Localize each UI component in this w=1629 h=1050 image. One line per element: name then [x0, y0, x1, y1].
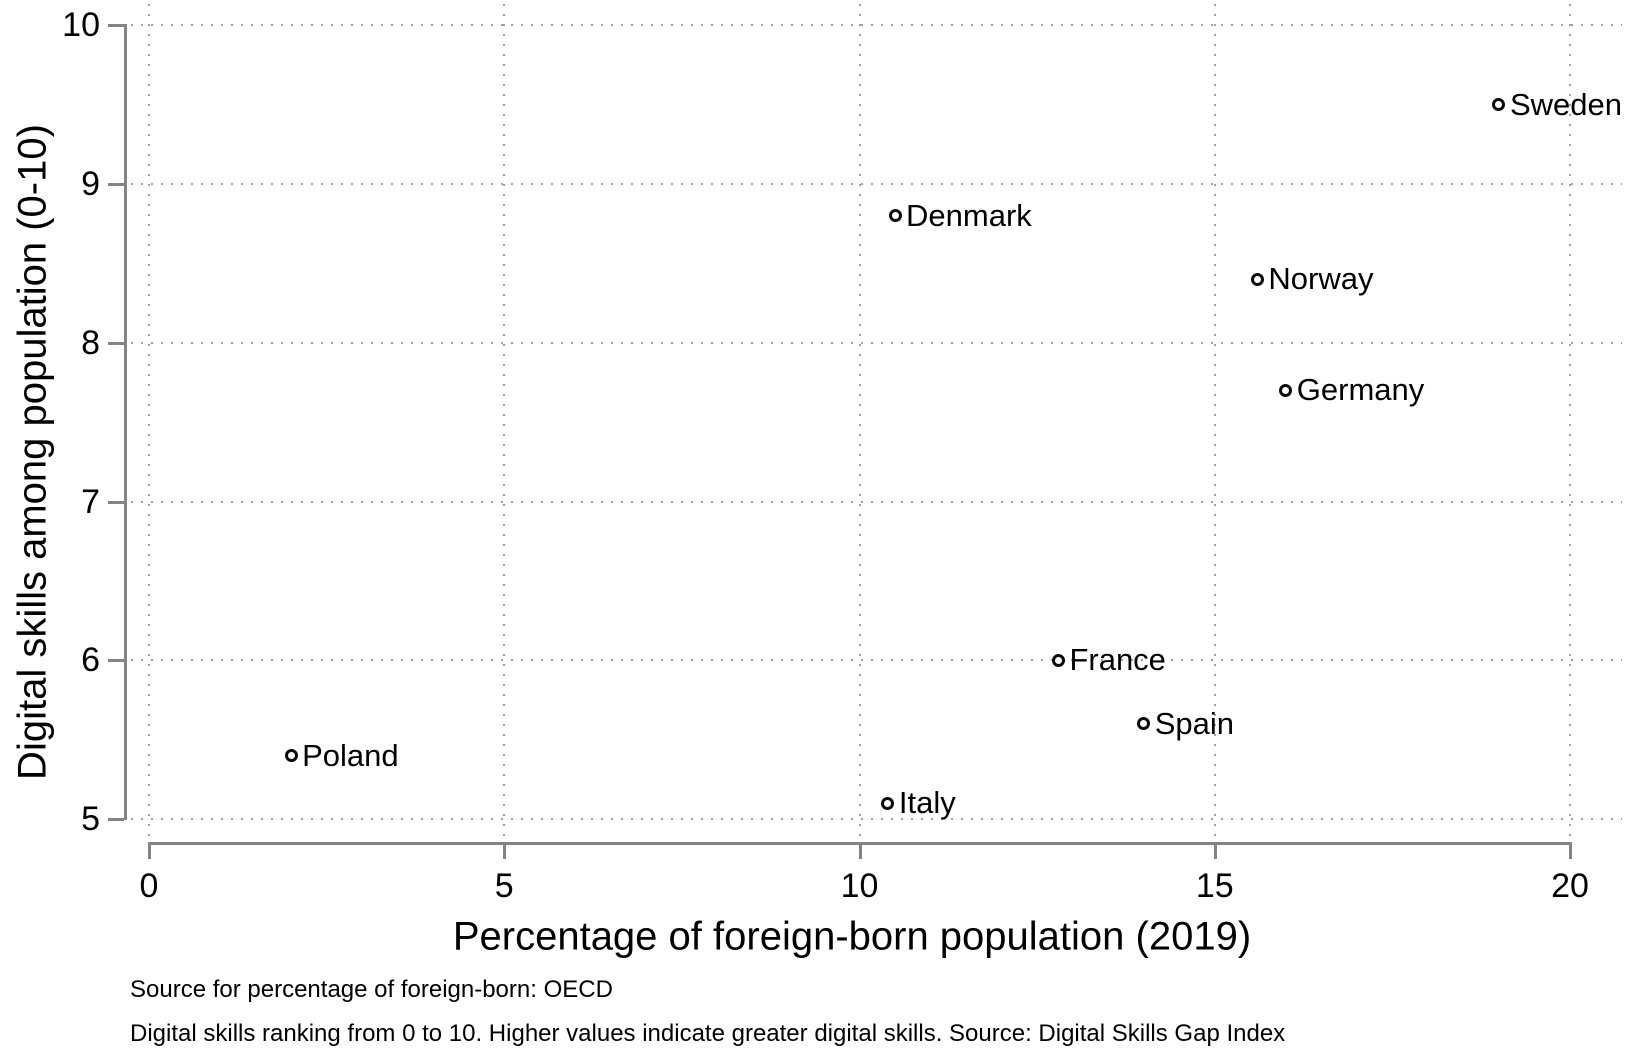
- y-tick-label-8: 8: [81, 323, 100, 362]
- data-point-label-germany: Germany: [1296, 372, 1425, 408]
- x-tick-label-5: 5: [494, 867, 514, 905]
- y-tick-label-9: 9: [81, 165, 100, 203]
- data-point-label-poland: Poland: [302, 737, 399, 773]
- gridline-x-0: [148, 4, 150, 836]
- data-point-marker-norway: [1250, 272, 1264, 286]
- y-tick-label-7: 7: [81, 482, 100, 521]
- data-point-marker-france: [1051, 653, 1065, 667]
- data-point-marker-sweden: [1492, 98, 1506, 112]
- y-tick-6: [108, 659, 124, 663]
- y-tick-label-5: 5: [81, 800, 100, 838]
- source-note-digital-skills: Digital skills ranking from 0 to 10. Hig…: [130, 1020, 1286, 1047]
- data-point-label-denmark: Denmark: [906, 197, 1032, 233]
- data-point-label-sweden: Sweden: [1509, 86, 1622, 122]
- data-point-marker-denmark: [888, 209, 902, 223]
- y-axis-title: Digital skills among population (0-10): [10, 124, 55, 780]
- x-tick-10: [858, 842, 862, 859]
- y-tick-label-6: 6: [81, 641, 100, 680]
- source-note-foreign-born: Source for percentage of foreign-born: O…: [130, 976, 613, 1003]
- gridline-y-9: [131, 183, 1622, 185]
- y-tick-7: [108, 500, 124, 504]
- gridline-x-5: [503, 4, 506, 836]
- x-tick-5: [503, 842, 507, 859]
- x-tick-label-20: 20: [1551, 867, 1589, 905]
- gridline-y-5: [131, 818, 1622, 820]
- x-tick-label-10: 10: [840, 867, 879, 905]
- y-tick-5: [108, 818, 124, 821]
- gridline-y-6: [131, 659, 1622, 662]
- data-point-marker-spain: [1137, 717, 1151, 731]
- x-tick-20: [1569, 842, 1572, 859]
- data-point-label-spain: Spain: [1154, 705, 1234, 741]
- y-tick-9: [108, 183, 124, 186]
- data-point-marker-germany: [1279, 383, 1293, 397]
- x-tick-0: [148, 842, 151, 859]
- y-tick-8: [108, 341, 124, 345]
- gridline-x-15: [1213, 4, 1216, 836]
- x-axis-title: Percentage of foreign-born population (2…: [452, 914, 1252, 959]
- y-axis-line: [124, 24, 127, 820]
- x-tick-label-0: 0: [139, 867, 159, 905]
- gridline-y-10: [131, 24, 1622, 27]
- data-point-label-france: France: [1069, 642, 1166, 678]
- gridline-x-10: [858, 4, 861, 836]
- gridline-x-20: [1569, 4, 1571, 836]
- gridline-y-7: [131, 500, 1622, 503]
- y-tick-10: [108, 24, 124, 28]
- data-point-label-norway: Norway: [1268, 261, 1374, 297]
- x-tick-label-15: 15: [1195, 867, 1234, 905]
- gridline-y-8: [131, 341, 1622, 344]
- y-tick-label-10: 10: [62, 6, 100, 45]
- data-point-marker-poland: [284, 749, 298, 762]
- x-tick-15: [1213, 842, 1217, 859]
- data-point-marker-italy: [881, 796, 895, 810]
- data-point-label-italy: Italy: [898, 785, 956, 821]
